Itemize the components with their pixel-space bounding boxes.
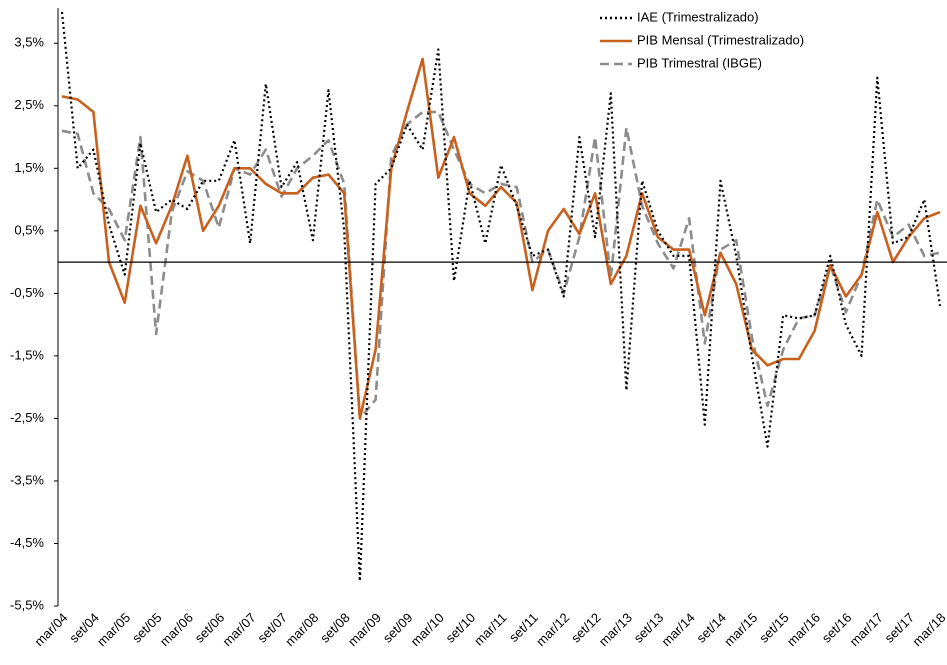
x-tick-label: mar/12 <box>533 610 572 649</box>
x-tick-label: mar/08 <box>282 610 321 649</box>
x-tick-label: mar/13 <box>596 610 635 649</box>
legend-label: IAE (Trimestralizado) <box>637 9 759 24</box>
series-line <box>61 57 941 420</box>
y-tick-label: 0,5% <box>14 222 44 237</box>
y-tick-label: -1,5% <box>10 347 44 362</box>
series-line <box>60 11 942 583</box>
x-tick-label: mar/18 <box>909 610 947 649</box>
series-line <box>61 110 941 420</box>
x-tick-label: mar/07 <box>219 610 258 649</box>
x-tick-label: mar/16 <box>784 610 823 649</box>
x-tick-label: mar/17 <box>847 610 886 649</box>
y-tick-label: 2,5% <box>14 97 44 112</box>
y-tick-label: 3,5% <box>14 35 44 50</box>
y-tick-label: -5,5% <box>10 597 44 612</box>
x-tick-label: mar/09 <box>345 610 384 649</box>
legend-label: PIB Trimestral (IBGE) <box>637 55 762 70</box>
plot-area <box>60 11 942 583</box>
x-tick-label: mar/14 <box>658 610 697 649</box>
x-tick-label: mar/06 <box>157 610 196 649</box>
y-tick-label: 1,5% <box>14 160 44 175</box>
y-tick-label: -2,5% <box>10 410 44 425</box>
x-tick-label: mar/15 <box>721 610 760 649</box>
y-tick-label: -3,5% <box>10 472 44 487</box>
y-tick-label: -0,5% <box>10 285 44 300</box>
x-tick-label: mar/04 <box>31 610 70 649</box>
x-tick-label: mar/11 <box>471 610 510 649</box>
x-tick-label: mar/05 <box>94 610 133 649</box>
legend-label: PIB Mensal (Trimestralizado) <box>637 32 804 47</box>
y-tick-label: -4,5% <box>10 535 44 550</box>
x-tick-label: mar/10 <box>408 610 447 649</box>
